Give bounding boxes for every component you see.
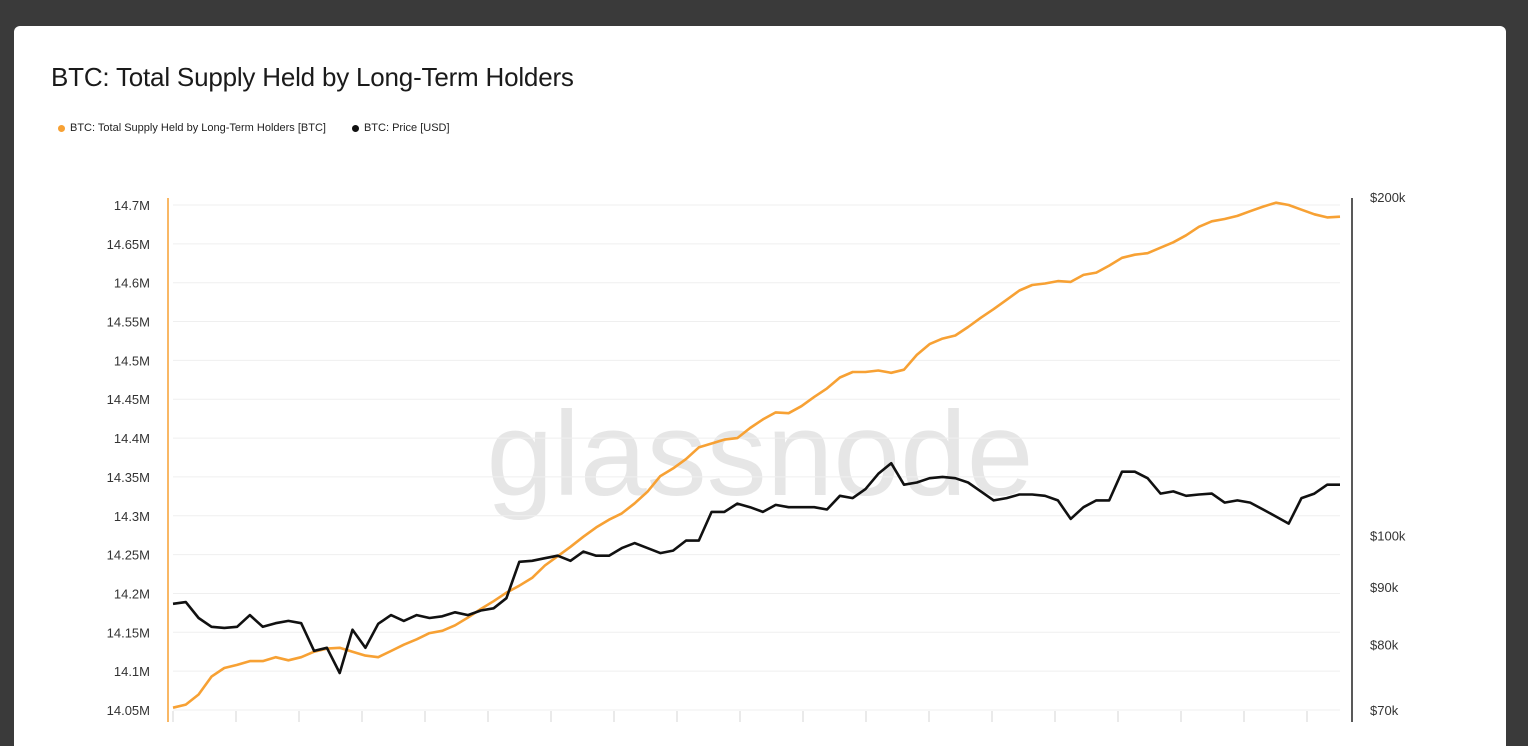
series-line-price [172, 461, 1340, 675]
legend-dot-lth-supply [58, 124, 65, 132]
left-tick-label: 14.55M [107, 315, 150, 330]
right-tick-label: $90k [1370, 580, 1399, 595]
right-axis-ticks: $200k $100k $90k $80k $70k [1370, 190, 1406, 718]
grid-lines [173, 204, 1340, 711]
left-axis-ticks: 14.7M 14.65M 14.6M 14.55M 14.5M 14.45M 14.4M 14… [107, 198, 150, 718]
right-tick-label: $200k [1370, 190, 1406, 205]
left-tick-label: 14.2M [114, 586, 150, 601]
left-tick-label: 14.35M [107, 470, 150, 485]
legend: BTC: Total Supply Held by Long-Term Hold… [58, 122, 450, 134]
left-tick-label: 14.6M [114, 276, 150, 291]
axes [167, 198, 1353, 722]
chart-title: BTC: Total Supply Held by Long-Term Hold… [51, 62, 574, 92]
left-tick-label: 14.3M [114, 509, 150, 524]
left-tick-label: 14.45M [107, 392, 150, 407]
left-tick-label: 14.5M [114, 353, 150, 368]
right-tick-label: $70k [1370, 703, 1399, 718]
left-tick-label: 14.25M [107, 548, 150, 563]
left-tick-label: 14.4M [114, 431, 150, 446]
left-tick-label: 14.1M [114, 664, 150, 679]
right-tick-label: $80k [1370, 638, 1399, 653]
x-axis-ticks [172, 711, 1308, 722]
legend-item-lth-supply[interactable]: BTC: Total Supply Held by Long-Term Hold… [58, 122, 326, 134]
series-line-lth-supply [172, 201, 1341, 709]
legend-label-price: BTC: Price [USD] [363, 122, 450, 134]
legend-dot-price [351, 124, 359, 132]
left-tick-label: 14.65M [107, 237, 150, 252]
legend-label-lth-supply: BTC: Total Supply Held by Long-Term Hold… [70, 122, 326, 134]
legend-item-price[interactable]: BTC: Price [USD] [351, 122, 450, 134]
watermark: glassnode [486, 387, 1033, 521]
right-tick-label: $100k [1370, 529, 1406, 544]
left-tick-label: 14.7M [114, 198, 150, 213]
line-chart: glassnode 14.7M14.65M14.6M14.55M14.5M14.… [107, 190, 1406, 722]
left-tick-label: 14.05M [107, 703, 150, 718]
left-tick-label: 14.15M [107, 625, 150, 640]
